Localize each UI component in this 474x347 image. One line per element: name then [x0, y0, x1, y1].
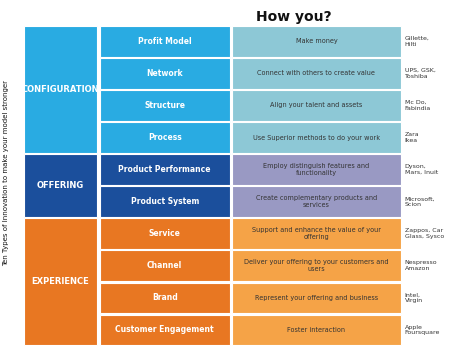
- Text: Mc Do,
Fabindia: Mc Do, Fabindia: [405, 100, 431, 111]
- Text: EXPERIENCE: EXPERIENCE: [32, 277, 89, 286]
- Text: Create complementary products and
services: Create complementary products and servic…: [256, 195, 377, 208]
- Bar: [24, 218, 97, 345]
- Text: Apple
Foursquare: Apple Foursquare: [405, 324, 440, 335]
- Text: Ten Types of Innovation to make your model stronger: Ten Types of Innovation to make your mod…: [3, 81, 9, 266]
- Text: Represent your offering and business: Represent your offering and business: [255, 295, 378, 301]
- Text: Product System: Product System: [130, 197, 199, 206]
- Text: Gillette,
Hilti: Gillette, Hilti: [405, 36, 429, 47]
- Text: Zappos, Car
Glass, Sysco: Zappos, Car Glass, Sysco: [405, 228, 444, 239]
- Bar: [232, 186, 401, 217]
- Text: Profit Model: Profit Model: [138, 37, 191, 46]
- Bar: [100, 154, 230, 185]
- Text: Brand: Brand: [152, 293, 178, 302]
- Text: OFFERING: OFFERING: [37, 181, 84, 190]
- Bar: [232, 251, 401, 281]
- Text: Dyson,
Mars, Inuit: Dyson, Mars, Inuit: [405, 164, 438, 175]
- Text: Structure: Structure: [144, 101, 185, 110]
- Bar: [100, 58, 230, 89]
- Bar: [100, 90, 230, 121]
- Text: Employ distinguish features and
functionality: Employ distinguish features and function…: [263, 163, 370, 176]
- Text: Intel,
Virgin: Intel, Virgin: [405, 293, 423, 303]
- Bar: [100, 282, 230, 313]
- Bar: [232, 58, 401, 89]
- Text: Microsoft,
Scion: Microsoft, Scion: [405, 196, 436, 207]
- Text: Deliver your offering to your customers and
users: Deliver your offering to your customers …: [244, 259, 389, 272]
- Bar: [232, 26, 401, 57]
- Text: How you?: How you?: [256, 10, 332, 24]
- Bar: [232, 315, 401, 345]
- Text: Use Superior methods to do your work: Use Superior methods to do your work: [253, 135, 380, 141]
- Text: Channel: Channel: [147, 261, 182, 270]
- Text: Product Performance: Product Performance: [118, 165, 211, 174]
- Text: UPS, GSK,
Toshiba: UPS, GSK, Toshiba: [405, 68, 436, 79]
- Bar: [100, 186, 230, 217]
- Text: Support and enhance the value of your
offering: Support and enhance the value of your of…: [252, 227, 381, 240]
- Bar: [100, 122, 230, 153]
- Text: CONFIGURATION: CONFIGURATION: [22, 85, 99, 94]
- Text: Service: Service: [149, 229, 181, 238]
- Text: Foster interaction: Foster interaction: [287, 327, 346, 333]
- Bar: [24, 154, 97, 217]
- Bar: [100, 26, 230, 57]
- Text: Align your talent and assets: Align your talent and assets: [270, 102, 363, 109]
- Text: Process: Process: [148, 133, 182, 142]
- Bar: [100, 315, 230, 345]
- Text: Connect with others to create value: Connect with others to create value: [257, 70, 375, 76]
- Text: Network: Network: [146, 69, 183, 78]
- Text: Nespresso
Amazon: Nespresso Amazon: [405, 260, 438, 271]
- Text: Make money: Make money: [295, 39, 337, 44]
- Text: Customer Engagement: Customer Engagement: [115, 325, 214, 335]
- Bar: [100, 218, 230, 249]
- Text: Zara
Ikea: Zara Ikea: [405, 132, 419, 143]
- Bar: [232, 122, 401, 153]
- Bar: [232, 154, 401, 185]
- Bar: [232, 90, 401, 121]
- Bar: [100, 251, 230, 281]
- Bar: [232, 282, 401, 313]
- Bar: [232, 218, 401, 249]
- Bar: [24, 26, 97, 153]
